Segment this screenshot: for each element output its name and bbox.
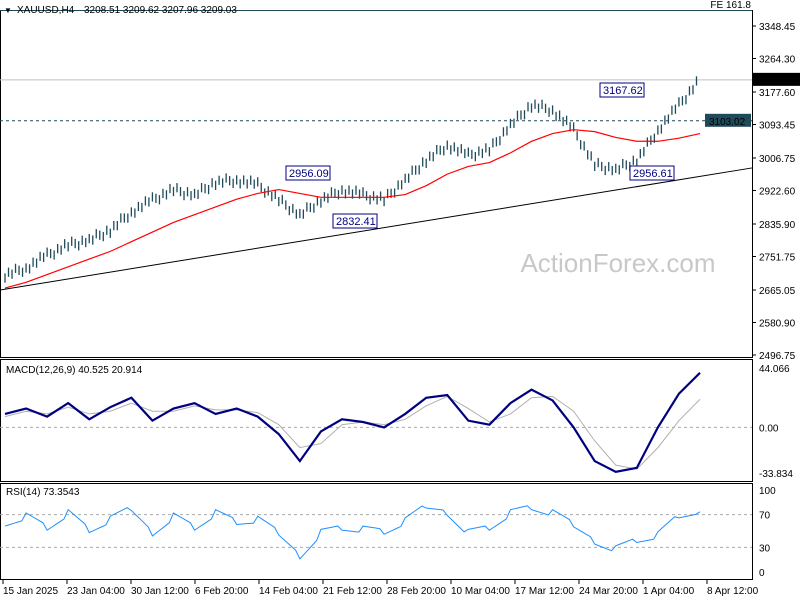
annotation-label: 3167.62 — [603, 85, 643, 97]
y-tick-label: 30 — [759, 543, 771, 554]
y-tick-label: 3264.30 — [759, 55, 796, 66]
y-tick-label: 3177.60 — [759, 88, 796, 99]
x-tick-label: 6 Feb 20:00 — [195, 586, 249, 597]
fe-label: FE 161.8 — [710, 0, 751, 11]
annotation-box — [332, 213, 378, 229]
rsi-line — [4, 505, 701, 560]
x-tick-label: 30 Jan 12:00 — [131, 586, 189, 597]
y-tick-label: 2665.05 — [759, 286, 796, 297]
level-tag — [705, 113, 751, 127]
moving-average-line — [4, 129, 701, 289]
y-tick-label: 2496.75 — [759, 351, 796, 362]
macd-pane — [0, 359, 753, 482]
y-tick-label: 3006.75 — [759, 154, 796, 165]
y-tick-label: 2751.75 — [759, 252, 796, 263]
signal-line — [4, 395, 701, 470]
y-tick-label: 70 — [759, 511, 771, 522]
annotation-box — [599, 82, 645, 98]
annotation-label: 2956.61 — [633, 168, 673, 180]
x-tick-label: 1 Apr 04:00 — [643, 586, 695, 597]
y-tick-label: 2922.60 — [759, 187, 796, 198]
x-tick-label: 28 Feb 20:00 — [387, 586, 446, 597]
dropdown-arrow-icon[interactable]: ▼ — [4, 6, 12, 15]
current-price-tag — [753, 72, 800, 86]
y-tick-label: 100 — [759, 486, 776, 497]
annotation-box — [285, 165, 331, 181]
rsi-pane — [0, 483, 753, 580]
x-tick-label: 15 Jan 2025 — [3, 586, 58, 597]
x-tick-label: 10 Mar 04:00 — [451, 586, 510, 597]
macd-line — [4, 372, 701, 474]
macd-title: MACD(12,26,9) 40.525 20.914 — [6, 365, 143, 376]
level-tag-label: 3103.02 — [709, 117, 746, 128]
y-tick-label: 44.066 — [759, 364, 790, 375]
y-tick-label: -33.834 — [759, 469, 793, 480]
annotation-label: 2956.09 — [289, 168, 329, 180]
y-tick-label: 0 — [759, 568, 765, 579]
x-tick-label: 21 Feb 12:00 — [323, 586, 382, 597]
y-tick-label: 2580.90 — [759, 318, 796, 329]
y-tick-label: 2835.90 — [759, 220, 796, 231]
trendline — [0, 167, 753, 291]
x-tick-label: 14 Feb 04:00 — [259, 586, 318, 597]
ohlc-label: 3208.51 3209.62 3207.96 3209.03 — [84, 5, 237, 16]
x-tick-label: 24 Mar 20:00 — [579, 586, 638, 597]
rsi-title: RSI(14) 73.3543 — [6, 487, 80, 498]
price-pane — [0, 10, 753, 358]
annotation-box — [629, 165, 675, 181]
watermark: ActionForex.com — [520, 248, 715, 278]
x-tick-label: 23 Jan 04:00 — [67, 586, 125, 597]
y-tick-label: 0.00 — [759, 423, 779, 434]
symbol-label: XAUUSD,H4 — [17, 5, 75, 16]
y-tick-label: 3348.45 — [759, 22, 796, 33]
x-tick-label: 8 Apr 12:00 — [707, 586, 759, 597]
annotation-label: 2832.41 — [336, 216, 376, 228]
current-price-tag-label: 3209.03 — [759, 76, 796, 87]
y-tick-label: 3093.45 — [759, 121, 796, 132]
x-tick-label: 17 Mar 12:00 — [515, 586, 574, 597]
